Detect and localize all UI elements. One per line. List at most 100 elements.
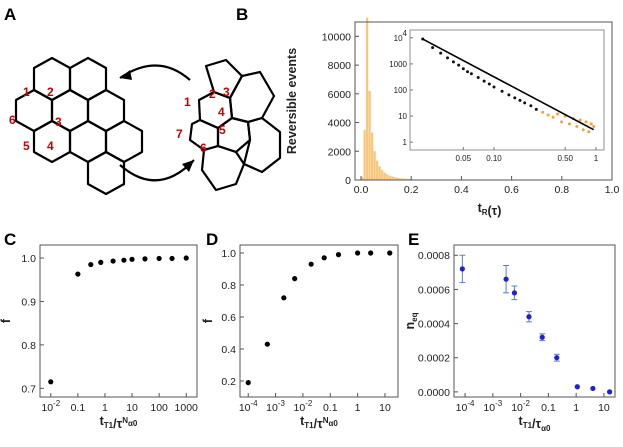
histogram-bar	[408, 178, 411, 180]
histogram-bar	[396, 177, 399, 180]
y-tick-label: 0.0004	[418, 319, 450, 331]
y-tick-label: 0.8	[221, 280, 236, 292]
histogram-bar	[363, 129, 366, 180]
y-tick-label: 1.0	[21, 253, 36, 265]
data-point	[526, 314, 532, 320]
data-point	[335, 252, 342, 258]
histogram-bar	[371, 132, 374, 180]
y-tick-label: 0.4	[221, 344, 236, 356]
x-tick-label: 1	[573, 402, 579, 414]
data-point	[110, 258, 116, 264]
y-tick-label: 0.8	[21, 340, 36, 352]
inset-fit-line	[422, 38, 595, 131]
data-point	[292, 276, 298, 282]
vertex-label: 4	[218, 105, 225, 119]
data-point	[129, 256, 135, 262]
histogram-bar	[373, 151, 376, 180]
inset-point	[513, 96, 517, 100]
inset-point	[451, 60, 455, 64]
deformed-cell	[242, 116, 282, 174]
histogram-bar	[398, 177, 401, 180]
inset-point	[578, 118, 582, 122]
panel-label-a: A	[4, 5, 16, 24]
y-axis-label: f	[201, 318, 215, 323]
transition-arrow	[119, 159, 195, 182]
inset-point	[457, 63, 461, 67]
vertex-label: 1	[184, 95, 191, 109]
histogram-bar	[368, 90, 371, 180]
data-point	[121, 257, 127, 263]
data-point	[169, 255, 175, 262]
data-point	[368, 250, 374, 256]
y-axis-label: Reversible events	[285, 48, 299, 154]
inset-point	[487, 82, 491, 86]
data-point	[98, 259, 104, 265]
x-tick-label: 1000	[175, 402, 199, 414]
y-tick-label: 0.9	[21, 296, 36, 308]
inset-point	[575, 124, 579, 128]
y-tick-label: 2000	[328, 146, 352, 158]
y-tick-label: 0.0002	[418, 353, 450, 365]
data-point	[281, 295, 287, 301]
x-tick-label: 0.0	[354, 184, 369, 196]
x-tick-label: 0.2	[404, 184, 419, 196]
data-point	[387, 250, 393, 256]
x-tick-label: 1	[102, 402, 108, 414]
chart-e-scatter: 10-4 10-3 10-2 0.1 1 10 0.0000 0.0002 0.0004 0.00…	[403, 244, 616, 433]
y-tick-label: 1.0	[221, 248, 236, 260]
histogram-bar	[401, 178, 404, 180]
arrow-head	[182, 160, 194, 172]
histogram-bar	[386, 174, 389, 180]
y-tick-label: 4000	[328, 118, 352, 130]
histogram-bar	[361, 177, 364, 180]
inset-point	[529, 104, 533, 108]
x-tick-label: 10-2	[511, 399, 530, 414]
data-point	[574, 384, 580, 390]
inset-point	[439, 51, 443, 55]
plot-frame	[39, 244, 198, 398]
vertex-label: 3	[223, 85, 230, 99]
chart-c-scatter: 10-2 0.1 1 10 100 1000 0.7 0.8 0.9 1.0 tT1/τNα0 f	[0, 244, 199, 431]
data-point	[264, 341, 270, 347]
y-tick-label: 10000	[322, 31, 351, 43]
x-tick-label: 1.0	[605, 184, 620, 196]
inset-x-tick-label: 0.05	[456, 154, 472, 163]
data-point	[308, 261, 314, 267]
x-axis-label: tT1/τα0	[519, 414, 551, 433]
vertex-labels-right: 1 2 3 4 5 6 7	[176, 85, 230, 155]
y-tick-label: 0.0000	[418, 387, 450, 399]
inset-point	[476, 76, 480, 80]
y-tick-label: 0.0008	[418, 250, 450, 262]
vertex-label: 5	[23, 139, 30, 153]
data-point	[183, 255, 189, 261]
inset-point	[446, 56, 450, 60]
panel-label-c: C	[4, 230, 16, 249]
inset-y-tick-label: 100	[394, 86, 408, 95]
inset-point	[492, 85, 496, 89]
inset-point	[534, 107, 538, 111]
inset-point	[546, 113, 550, 117]
deformed-cell	[200, 144, 246, 192]
inset-point	[556, 112, 560, 116]
x-tick-label: 0.4	[454, 184, 469, 196]
data-point	[590, 385, 596, 392]
inset-x-tick-label: 1	[594, 154, 599, 163]
inset-point	[541, 110, 545, 114]
x-tick-label: 10	[598, 402, 610, 414]
deformed-cell	[228, 70, 276, 124]
x-tick-label: 10	[379, 402, 391, 414]
inset-x-tick-label: 0.10	[486, 154, 502, 163]
deformed-cell	[204, 58, 244, 100]
x-tick-label: 10-3	[483, 399, 502, 414]
x-axis-label: tT1/τNα0	[100, 414, 138, 431]
histogram-bar	[406, 178, 409, 180]
x-tick-label: 10-4	[456, 399, 475, 414]
y-tick-label: 8000	[328, 60, 352, 72]
histogram-bar	[383, 172, 386, 180]
x-tick-label: 0.1	[323, 402, 338, 414]
data-point	[459, 266, 465, 272]
x-tick-label: 0.8	[554, 184, 569, 196]
inset-point	[507, 93, 511, 97]
plot-frame	[239, 244, 399, 398]
inset-y-tick-label: 10	[398, 112, 407, 121]
